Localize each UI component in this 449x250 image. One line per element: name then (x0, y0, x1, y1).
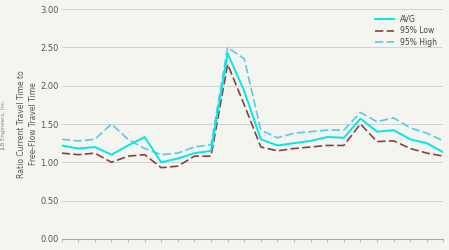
AVG (242, 90, 247, 92)
AVG (358, 117, 363, 120)
95% High (208, 143, 214, 146)
AVG (109, 153, 114, 156)
95% High (59, 138, 64, 141)
AVG (325, 136, 330, 138)
95% Low (391, 139, 396, 142)
Legend: AVG, 95% Low, 95% High: AVG, 95% Low, 95% High (373, 13, 440, 49)
95% Low (242, 103, 247, 106)
95% Low (374, 140, 380, 143)
Text: JLB Engineers, Inc.: JLB Engineers, Inc. (1, 100, 6, 150)
95% High (275, 136, 280, 139)
95% High (125, 138, 131, 141)
95% Low (308, 146, 313, 148)
95% High (358, 111, 363, 114)
95% Low (258, 146, 264, 148)
AVG (59, 144, 64, 147)
95% Low (59, 152, 64, 154)
95% High (142, 147, 147, 150)
AVG (258, 138, 264, 141)
Line: AVG: AVG (62, 54, 444, 162)
95% Low (275, 149, 280, 152)
95% Low (408, 147, 413, 150)
95% High (408, 126, 413, 129)
95% Low (208, 155, 214, 158)
95% High (441, 139, 446, 142)
95% High (175, 152, 180, 154)
95% Low (441, 155, 446, 158)
95% Low (175, 165, 180, 168)
95% Low (358, 122, 363, 126)
95% High (158, 153, 164, 156)
AVG (142, 136, 147, 138)
95% Low (325, 144, 330, 147)
Y-axis label: Ratio Current Travel Time to
Free-Flow Travel Time: Ratio Current Travel Time to Free-Flow T… (17, 70, 38, 178)
95% High (92, 138, 97, 141)
95% High (109, 122, 114, 126)
95% Low (424, 152, 430, 154)
AVG (308, 139, 313, 142)
AVG (92, 146, 97, 148)
95% High (374, 120, 380, 123)
95% Low (75, 153, 81, 156)
95% High (258, 129, 264, 132)
95% High (325, 129, 330, 132)
AVG (374, 130, 380, 133)
AVG (391, 129, 396, 132)
95% High (291, 132, 297, 135)
AVG (125, 144, 131, 147)
AVG (75, 147, 81, 150)
95% High (341, 129, 347, 132)
AVG (158, 161, 164, 164)
AVG (175, 157, 180, 160)
95% Low (291, 147, 297, 150)
95% Low (142, 153, 147, 156)
AVG (192, 152, 197, 154)
95% Low (109, 161, 114, 164)
AVG (408, 138, 413, 141)
95% Low (225, 63, 230, 66)
95% High (192, 146, 197, 148)
Line: 95% High: 95% High (62, 47, 444, 155)
95% Low (192, 155, 197, 158)
95% High (308, 130, 313, 133)
95% Low (92, 152, 97, 154)
AVG (291, 142, 297, 145)
95% High (424, 132, 430, 135)
95% Low (158, 166, 164, 169)
AVG (424, 142, 430, 145)
AVG (441, 151, 446, 154)
AVG (275, 144, 280, 147)
95% Low (341, 144, 347, 147)
Line: 95% Low: 95% Low (62, 64, 444, 168)
AVG (341, 136, 347, 139)
95% High (225, 46, 230, 49)
AVG (208, 149, 214, 152)
95% Low (125, 155, 131, 158)
95% High (391, 116, 396, 119)
AVG (225, 52, 230, 55)
95% High (75, 139, 81, 142)
95% High (242, 57, 247, 60)
